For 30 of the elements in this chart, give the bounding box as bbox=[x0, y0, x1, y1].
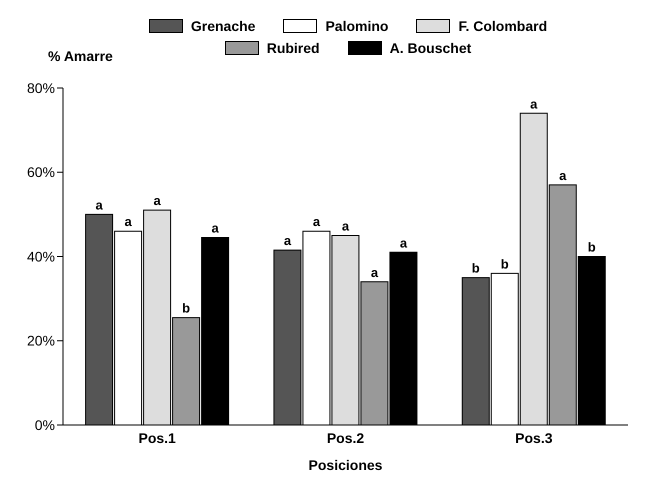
legend-label: Grenache bbox=[190, 18, 256, 34]
data-label: b bbox=[588, 240, 596, 254]
y-tick-label: 0% bbox=[34, 416, 55, 433]
data-label: a bbox=[211, 220, 220, 236]
data-label: a bbox=[559, 168, 568, 183]
y-axis-title: % Amarre bbox=[48, 48, 113, 64]
data-label: a bbox=[370, 264, 379, 280]
data-label: a bbox=[400, 235, 408, 250]
x-tick-label: Pos.1 bbox=[138, 430, 176, 446]
y-tick-label: 80% bbox=[26, 80, 55, 96]
data-label: a bbox=[95, 197, 104, 212]
data-label: a bbox=[284, 233, 292, 248]
y-tick-label: 40% bbox=[26, 248, 55, 264]
legend-label: Palomino bbox=[325, 18, 388, 34]
y-tick-label: 20% bbox=[26, 332, 55, 349]
legend-label: A. Bouschet bbox=[390, 40, 472, 56]
y-tick-label: 60% bbox=[26, 164, 55, 180]
x-tick-label: Pos.2 bbox=[326, 430, 364, 446]
data-label: a bbox=[312, 214, 321, 230]
data-label: b bbox=[500, 256, 509, 272]
data-label: a bbox=[124, 214, 132, 230]
data-label: b bbox=[182, 300, 190, 316]
data-label: a bbox=[153, 193, 162, 208]
legend-label: F. Colombard bbox=[458, 18, 548, 34]
x-tick-label: Pos.3 bbox=[515, 430, 553, 446]
x-axis-title: Posiciones bbox=[308, 457, 383, 473]
data-label: a bbox=[530, 96, 538, 112]
data-label: b bbox=[472, 260, 480, 276]
legend-label: Rubired bbox=[266, 40, 320, 56]
data-label: a bbox=[342, 218, 350, 234]
